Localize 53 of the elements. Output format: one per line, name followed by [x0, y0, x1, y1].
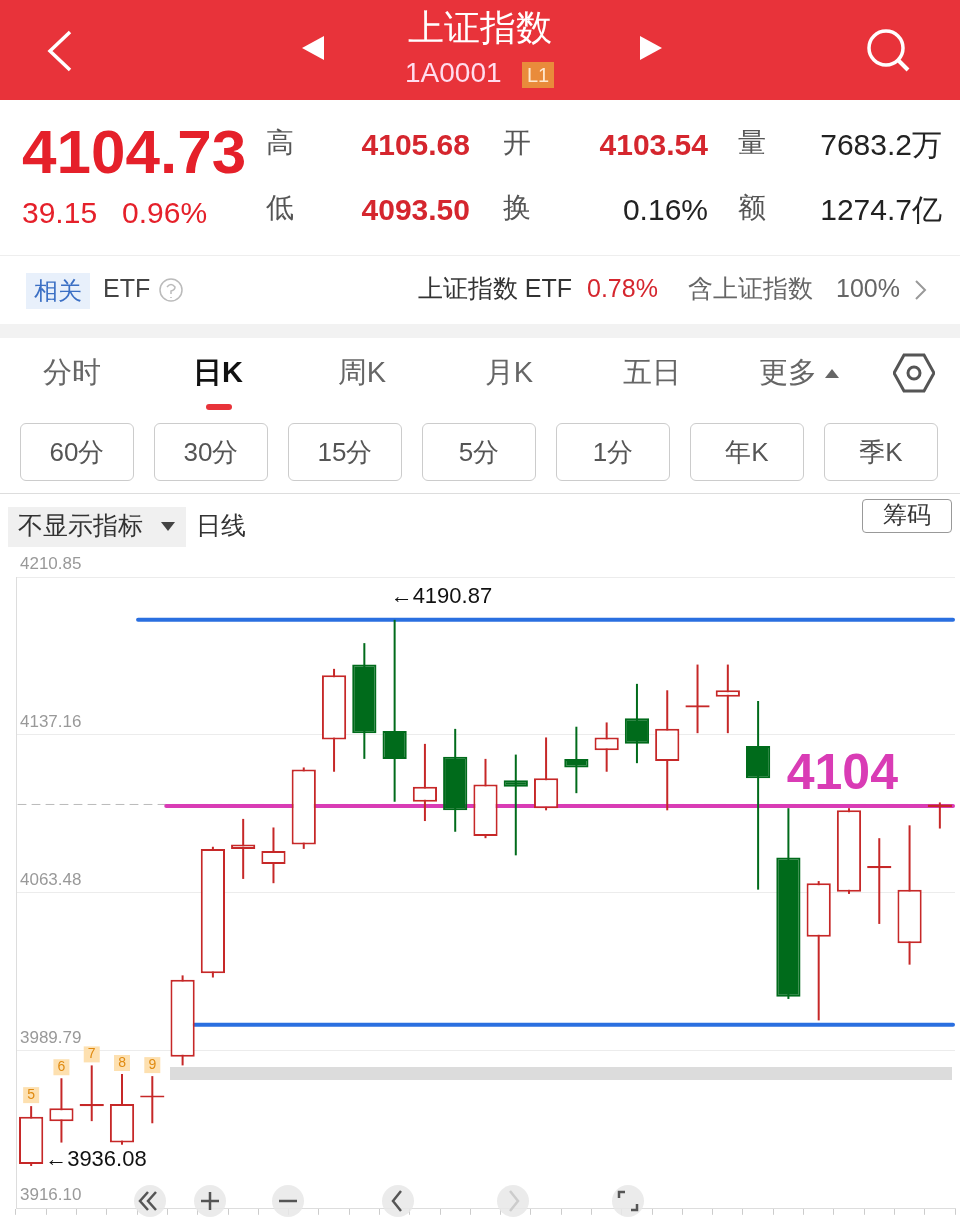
text: 分时 — [42, 356, 102, 389]
annotation: 7 — [87, 1045, 96, 1062]
annotation: 8 — [118, 1053, 127, 1070]
text: 0.78% — [587, 274, 658, 303]
text: 量 — [738, 127, 766, 159]
annotation: 9 — [148, 1055, 157, 1072]
text: 日线 — [196, 511, 246, 540]
text: L1 — [522, 62, 555, 88]
annotation: ←3936.08 — [45, 1146, 147, 1172]
text: 换 — [503, 192, 531, 224]
text: 开 — [503, 127, 531, 159]
text: 上证指数 — [407, 7, 553, 48]
annotation: ←4190.87 — [390, 582, 493, 608]
y-tick-label: 3916.10 — [20, 1185, 82, 1205]
text: 4103.54 — [599, 128, 708, 161]
text: 季K — [824, 423, 938, 481]
y-tick-label: 4210.85 — [20, 553, 82, 573]
text: 15分 — [288, 423, 402, 481]
text: 月K — [483, 356, 535, 389]
annotation: 6 — [57, 1058, 66, 1075]
y-tick-label: 4137.16 — [20, 711, 82, 731]
text: 4104.73 — [22, 117, 247, 187]
text: 7683.2万 — [820, 128, 942, 161]
text: 含上证指数 — [688, 274, 813, 303]
text: 5分 — [422, 423, 536, 481]
text: 相关 — [26, 273, 90, 309]
y-tick-label: 4063.48 — [20, 869, 82, 889]
text: 周K — [336, 356, 388, 389]
text: 0.16% — [622, 193, 708, 226]
text: ETF — [103, 274, 151, 303]
text: 更多 — [758, 356, 818, 389]
text: 39.15 — [22, 196, 98, 229]
text: 上证指数 ETF — [417, 274, 572, 303]
y-tick-label: 3989.79 — [20, 1027, 82, 1047]
text: 0.96% — [122, 196, 208, 229]
text: 日K — [192, 356, 244, 389]
text: 五日 — [622, 356, 682, 389]
annotation: 5 — [27, 1085, 36, 1102]
text: 4105.68 — [361, 128, 470, 161]
text: 低 — [266, 192, 294, 224]
text: 年K — [690, 423, 804, 481]
text: 1分 — [556, 423, 670, 481]
text: 30分 — [154, 423, 268, 481]
text: 不显示指标 — [18, 511, 143, 540]
text: 高 — [266, 127, 294, 159]
text: 筹码 — [862, 499, 952, 533]
text: 1274.7亿 — [820, 193, 942, 226]
text: 1A0001 — [405, 57, 502, 89]
text: 4093.50 — [361, 193, 470, 226]
text: 60分 — [20, 423, 134, 481]
text: 100% — [836, 274, 900, 303]
text: 额 — [738, 192, 766, 224]
ref-line-label: 4104 — [786, 743, 899, 800]
